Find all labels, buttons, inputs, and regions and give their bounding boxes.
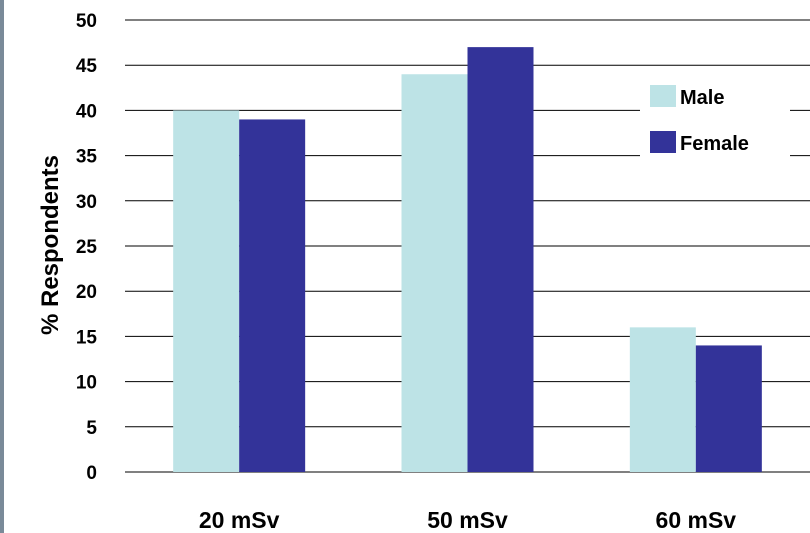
x-axis-categories: 20 mSv 50 mSv 60 mSv — [199, 507, 736, 533]
x-category-label: 50 mSv — [427, 507, 508, 533]
legend-label-female: Female — [680, 133, 749, 155]
bars — [173, 47, 762, 473]
y-tick-label: 15 — [76, 327, 98, 348]
legend: Male Female — [640, 69, 790, 161]
legend-swatch-male — [650, 85, 676, 107]
bar-female-1 — [467, 47, 534, 473]
x-category-label: 20 mSv — [199, 507, 280, 533]
bar-male-2 — [629, 327, 696, 472]
left-frame-edge — [0, 0, 4, 533]
y-tick-label: 20 — [76, 282, 97, 303]
bar-female-2 — [695, 345, 762, 472]
y-axis-ticks: 0 5 10 15 20 25 30 35 40 45 50 — [76, 11, 98, 484]
y-tick-label: 10 — [76, 373, 97, 394]
y-tick-label: 5 — [86, 418, 97, 439]
bar-female-0 — [239, 119, 306, 472]
y-tick-label: 45 — [76, 56, 98, 77]
y-axis-title: % Respondents — [37, 155, 64, 335]
y-tick-label: 30 — [76, 192, 97, 213]
y-tick-label: 35 — [76, 147, 98, 168]
bar-male-0 — [173, 110, 240, 473]
legend-swatch-female — [650, 131, 676, 153]
y-tick-label: 25 — [76, 237, 98, 258]
bar-male-1 — [401, 74, 468, 473]
y-tick-label: 40 — [76, 101, 97, 122]
y-tick-label: 50 — [76, 11, 97, 32]
legend-label-male: Male — [680, 87, 724, 109]
y-tick-label: 0 — [86, 463, 97, 484]
x-category-label: 60 mSv — [656, 507, 737, 533]
